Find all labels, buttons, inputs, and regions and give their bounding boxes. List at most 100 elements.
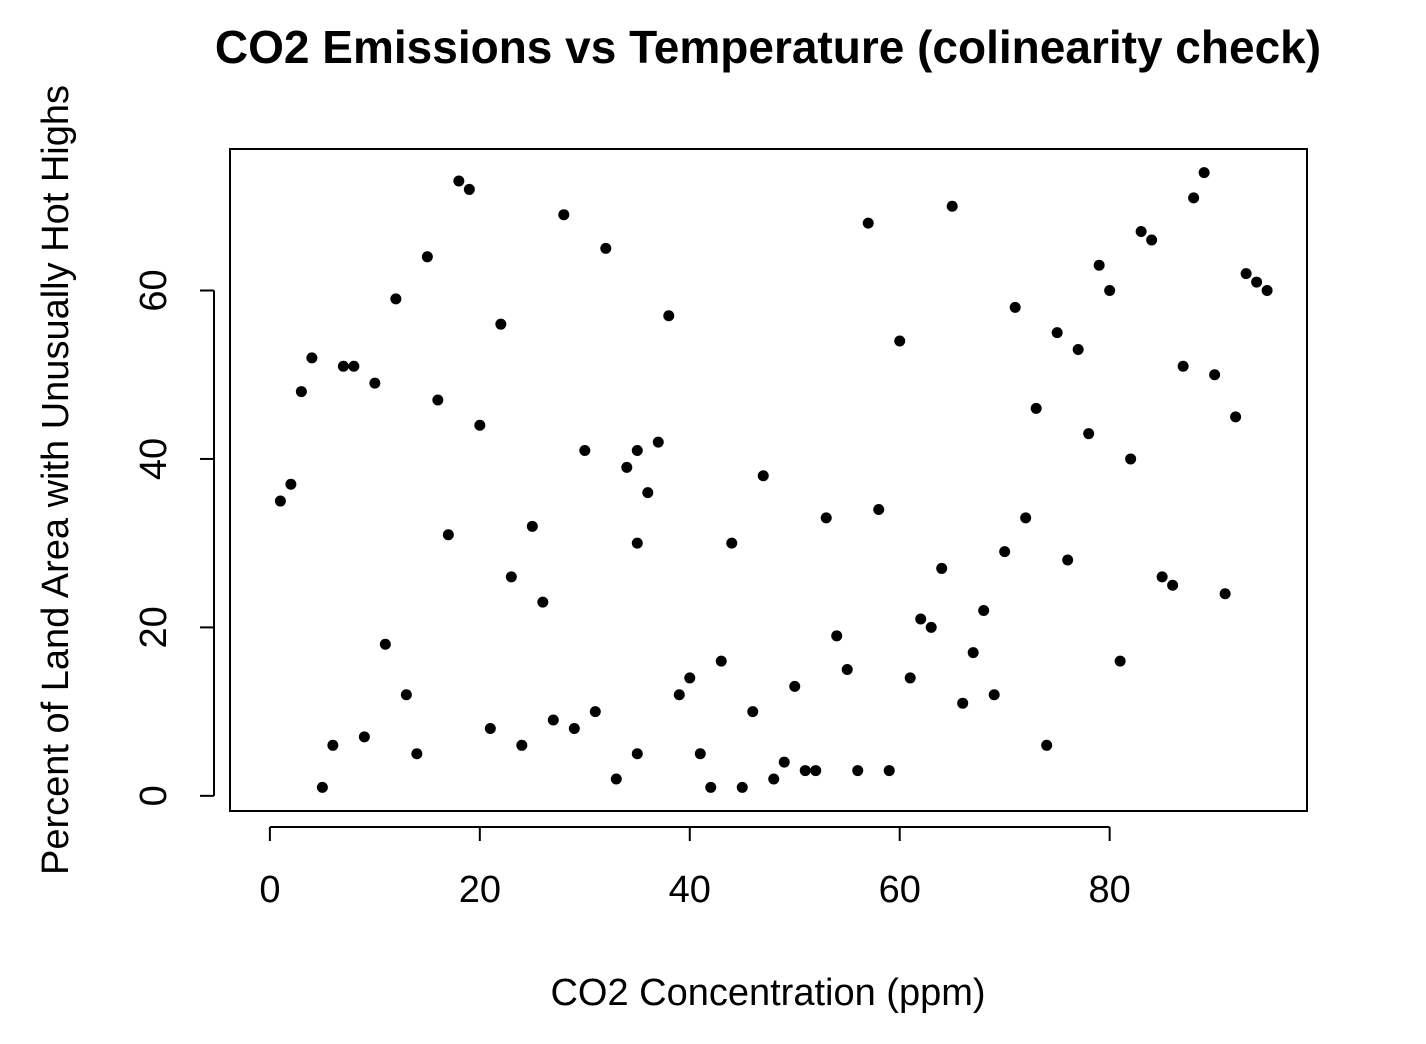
data-point (705, 781, 717, 793)
data-point (1198, 167, 1210, 179)
data-point (358, 731, 370, 743)
data-point (1041, 739, 1053, 751)
data-point (789, 680, 801, 692)
data-point (495, 318, 507, 330)
data-point (1240, 268, 1252, 280)
data-point (484, 722, 496, 734)
data-point (558, 209, 570, 221)
y-axis-label: Percent of Land Area with Unusually Hot … (35, 85, 77, 875)
data-point (1156, 571, 1168, 583)
y-tick-label: 40 (133, 438, 175, 480)
data-point (579, 445, 591, 457)
data-point (999, 546, 1011, 558)
data-point (936, 562, 948, 574)
data-point (831, 630, 843, 642)
data-point (411, 748, 423, 760)
x-tick-label: 40 (669, 869, 711, 911)
data-point (274, 495, 286, 507)
data-point (841, 664, 853, 676)
data-point (379, 638, 391, 650)
data-point (820, 512, 832, 524)
data-point (694, 748, 706, 760)
data-point (348, 360, 360, 372)
data-point (747, 706, 759, 718)
data-point (715, 655, 727, 667)
plot-frame (229, 148, 1308, 812)
data-point (621, 461, 633, 473)
y-tick-label: 20 (133, 606, 175, 648)
data-point (1062, 554, 1074, 566)
data-point (736, 781, 748, 793)
data-point (1135, 226, 1147, 238)
data-point (1209, 369, 1221, 381)
data-point (631, 537, 643, 549)
x-tick-label: 80 (1089, 869, 1131, 911)
data-point (568, 722, 580, 734)
data-point (1083, 428, 1095, 440)
data-point (1261, 284, 1273, 296)
data-point (337, 360, 349, 372)
data-point (390, 293, 402, 305)
data-point (988, 689, 1000, 701)
data-point (1051, 327, 1063, 339)
data-point (537, 596, 549, 608)
data-point (547, 714, 559, 726)
data-point (442, 529, 454, 541)
data-point (1125, 453, 1137, 465)
data-point (1020, 512, 1032, 524)
x-tick-label: 0 (259, 869, 280, 911)
data-point (600, 242, 612, 254)
data-point (1177, 360, 1189, 372)
data-point (1072, 343, 1084, 355)
data-point (432, 394, 444, 406)
chart-title: CO2 Emissions vs Temperature (colinearit… (215, 21, 1321, 73)
data-point (1167, 579, 1179, 591)
data-point (1251, 276, 1263, 288)
data-point (453, 175, 465, 187)
data-point (505, 571, 517, 583)
data-point (684, 672, 696, 684)
y-tick-label: 0 (133, 785, 175, 806)
data-point (862, 217, 874, 229)
data-point (799, 765, 811, 777)
data-point (904, 672, 916, 684)
x-tick-label: 60 (879, 869, 921, 911)
data-point (516, 739, 528, 751)
data-points (274, 167, 1273, 793)
data-point (642, 487, 654, 499)
data-point (369, 377, 381, 389)
data-point (1009, 301, 1021, 313)
data-point (1030, 402, 1042, 414)
data-point (400, 689, 412, 701)
data-point (1104, 284, 1116, 296)
data-point (295, 386, 307, 398)
y-axis: 0 20 40 60 (133, 269, 215, 806)
data-point (883, 765, 895, 777)
data-point (327, 739, 339, 751)
data-point (778, 756, 790, 768)
x-axis: 0 20 40 60 80 (259, 826, 1131, 911)
data-point (967, 647, 979, 659)
data-point (663, 310, 675, 322)
data-point (285, 478, 297, 490)
data-point (652, 436, 664, 448)
data-point (946, 200, 958, 212)
data-point (757, 470, 769, 482)
data-point (421, 251, 433, 263)
data-point (589, 706, 601, 718)
data-point (1093, 259, 1105, 271)
data-point (915, 613, 927, 625)
data-point (631, 445, 643, 457)
data-point (726, 537, 738, 549)
data-point (873, 503, 885, 515)
data-point (810, 765, 822, 777)
data-point (673, 689, 685, 701)
data-point (957, 697, 969, 709)
data-point (610, 773, 622, 785)
data-point (852, 765, 864, 777)
data-point (526, 520, 538, 532)
data-point (316, 781, 328, 793)
y-tick-label: 60 (133, 269, 175, 311)
data-point (463, 183, 475, 195)
